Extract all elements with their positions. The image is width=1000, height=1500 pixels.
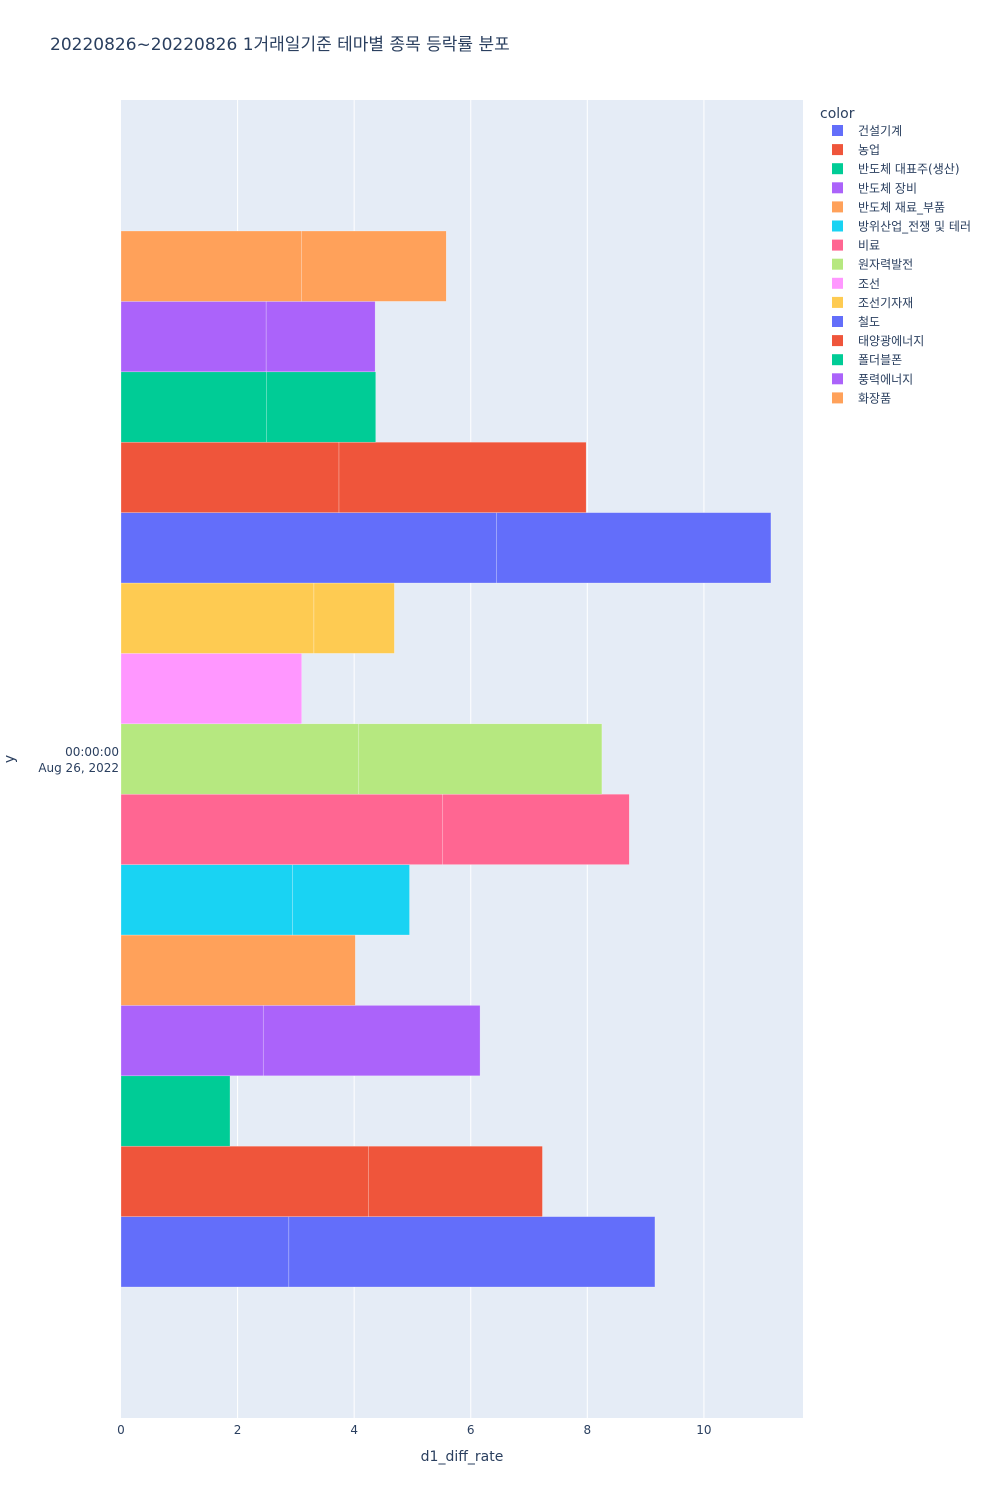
legend-label[interactable]: 반도체 장비 [858,181,917,195]
x-tick-label: 2 [234,1423,242,1437]
bars [120,230,772,1288]
bar-segment[interactable] [358,723,603,795]
bar-segment[interactable] [265,301,376,373]
legend-label[interactable]: 폴더블폰 [858,353,902,367]
chart-title: 20220826~20220826 1거래일기준 테마별 종목 등락률 분포 [50,35,510,55]
bar-segment[interactable] [120,934,356,1006]
legend-swatch[interactable] [832,163,843,175]
x-tick-label: 8 [584,1423,592,1437]
legend-label[interactable]: 농업 [858,143,880,157]
legend-label[interactable]: 화장품 [858,391,891,405]
bar-segment[interactable] [301,230,447,302]
bar-segment[interactable] [120,1005,264,1077]
bar-segment[interactable] [120,1145,369,1217]
bar-segment[interactable] [266,371,376,443]
y-axis-title: y [2,755,18,763]
legend-label[interactable]: 조선 [858,277,880,291]
legend-label[interactable]: 조선기자재 [858,296,913,310]
legend-swatch[interactable] [832,316,843,327]
bar-segment[interactable] [496,512,772,584]
bar-segment[interactable] [120,1075,231,1147]
legend-swatch[interactable] [832,335,843,347]
bar-segment[interactable] [120,301,267,373]
y-tick-label-date: Aug 26, 2022 [38,761,119,775]
legend-label[interactable]: 건설기계 [858,124,902,138]
legend-swatch[interactable] [832,258,843,270]
legend-label[interactable]: 풍력에너지 [858,372,913,386]
bar-segment[interactable] [120,230,302,302]
legend-label[interactable]: 방위산업_전쟁 및 테러 [858,220,971,234]
legend-swatch[interactable] [832,201,843,213]
legend-swatch[interactable] [832,277,843,289]
bar-segment[interactable] [262,1005,481,1077]
x-tick-label: 4 [350,1423,358,1437]
legend-label[interactable]: 태양광에너지 [858,334,924,348]
bar-segment[interactable] [338,441,587,513]
bar-segment[interactable] [120,723,360,795]
legend-swatch[interactable] [832,144,843,156]
bar-segment[interactable] [120,441,340,513]
bar-segment[interactable] [368,1145,543,1217]
legend-label[interactable]: 반도체 대표주(생산) [858,162,960,176]
bar-segment[interactable] [442,793,630,865]
legend-title: color [820,106,855,122]
y-tick-label-time: 00:00:00 [65,745,119,759]
legend-swatch[interactable] [832,373,843,385]
bar-segment[interactable] [120,512,497,584]
bar-segment[interactable] [313,582,395,654]
legend-swatch[interactable] [832,392,843,404]
legend-swatch[interactable] [832,125,843,136]
legend-label[interactable]: 반도체 재료_부품 [858,200,945,214]
bar-segment[interactable] [120,1216,290,1288]
bar-segment[interactable] [288,1216,656,1288]
bar-segment[interactable] [120,582,315,654]
bar-segment[interactable] [120,371,267,443]
x-tick-label: 10 [696,1423,711,1437]
x-axis-title: d1_diff_rate [421,1449,504,1465]
x-tick-label: 6 [467,1423,475,1437]
legend-label[interactable]: 원자력발전 [858,258,913,272]
legend-swatch[interactable] [832,296,843,308]
bar-segment[interactable] [120,793,444,865]
legend-swatch[interactable] [832,220,843,232]
bar-segment[interactable] [120,864,293,936]
bar-segment[interactable] [120,653,302,725]
x-tick-label: 0 [117,1423,125,1437]
legend-swatch[interactable] [832,182,843,194]
legend-swatch[interactable] [832,239,843,251]
legend-label[interactable]: 철도 [858,315,880,329]
legend-swatch[interactable] [832,354,843,366]
legend-label[interactable]: 비료 [858,239,880,253]
x-tick-labels: 0 2 4 6 8 10 [117,1423,711,1437]
bar-segment[interactable] [292,864,410,936]
